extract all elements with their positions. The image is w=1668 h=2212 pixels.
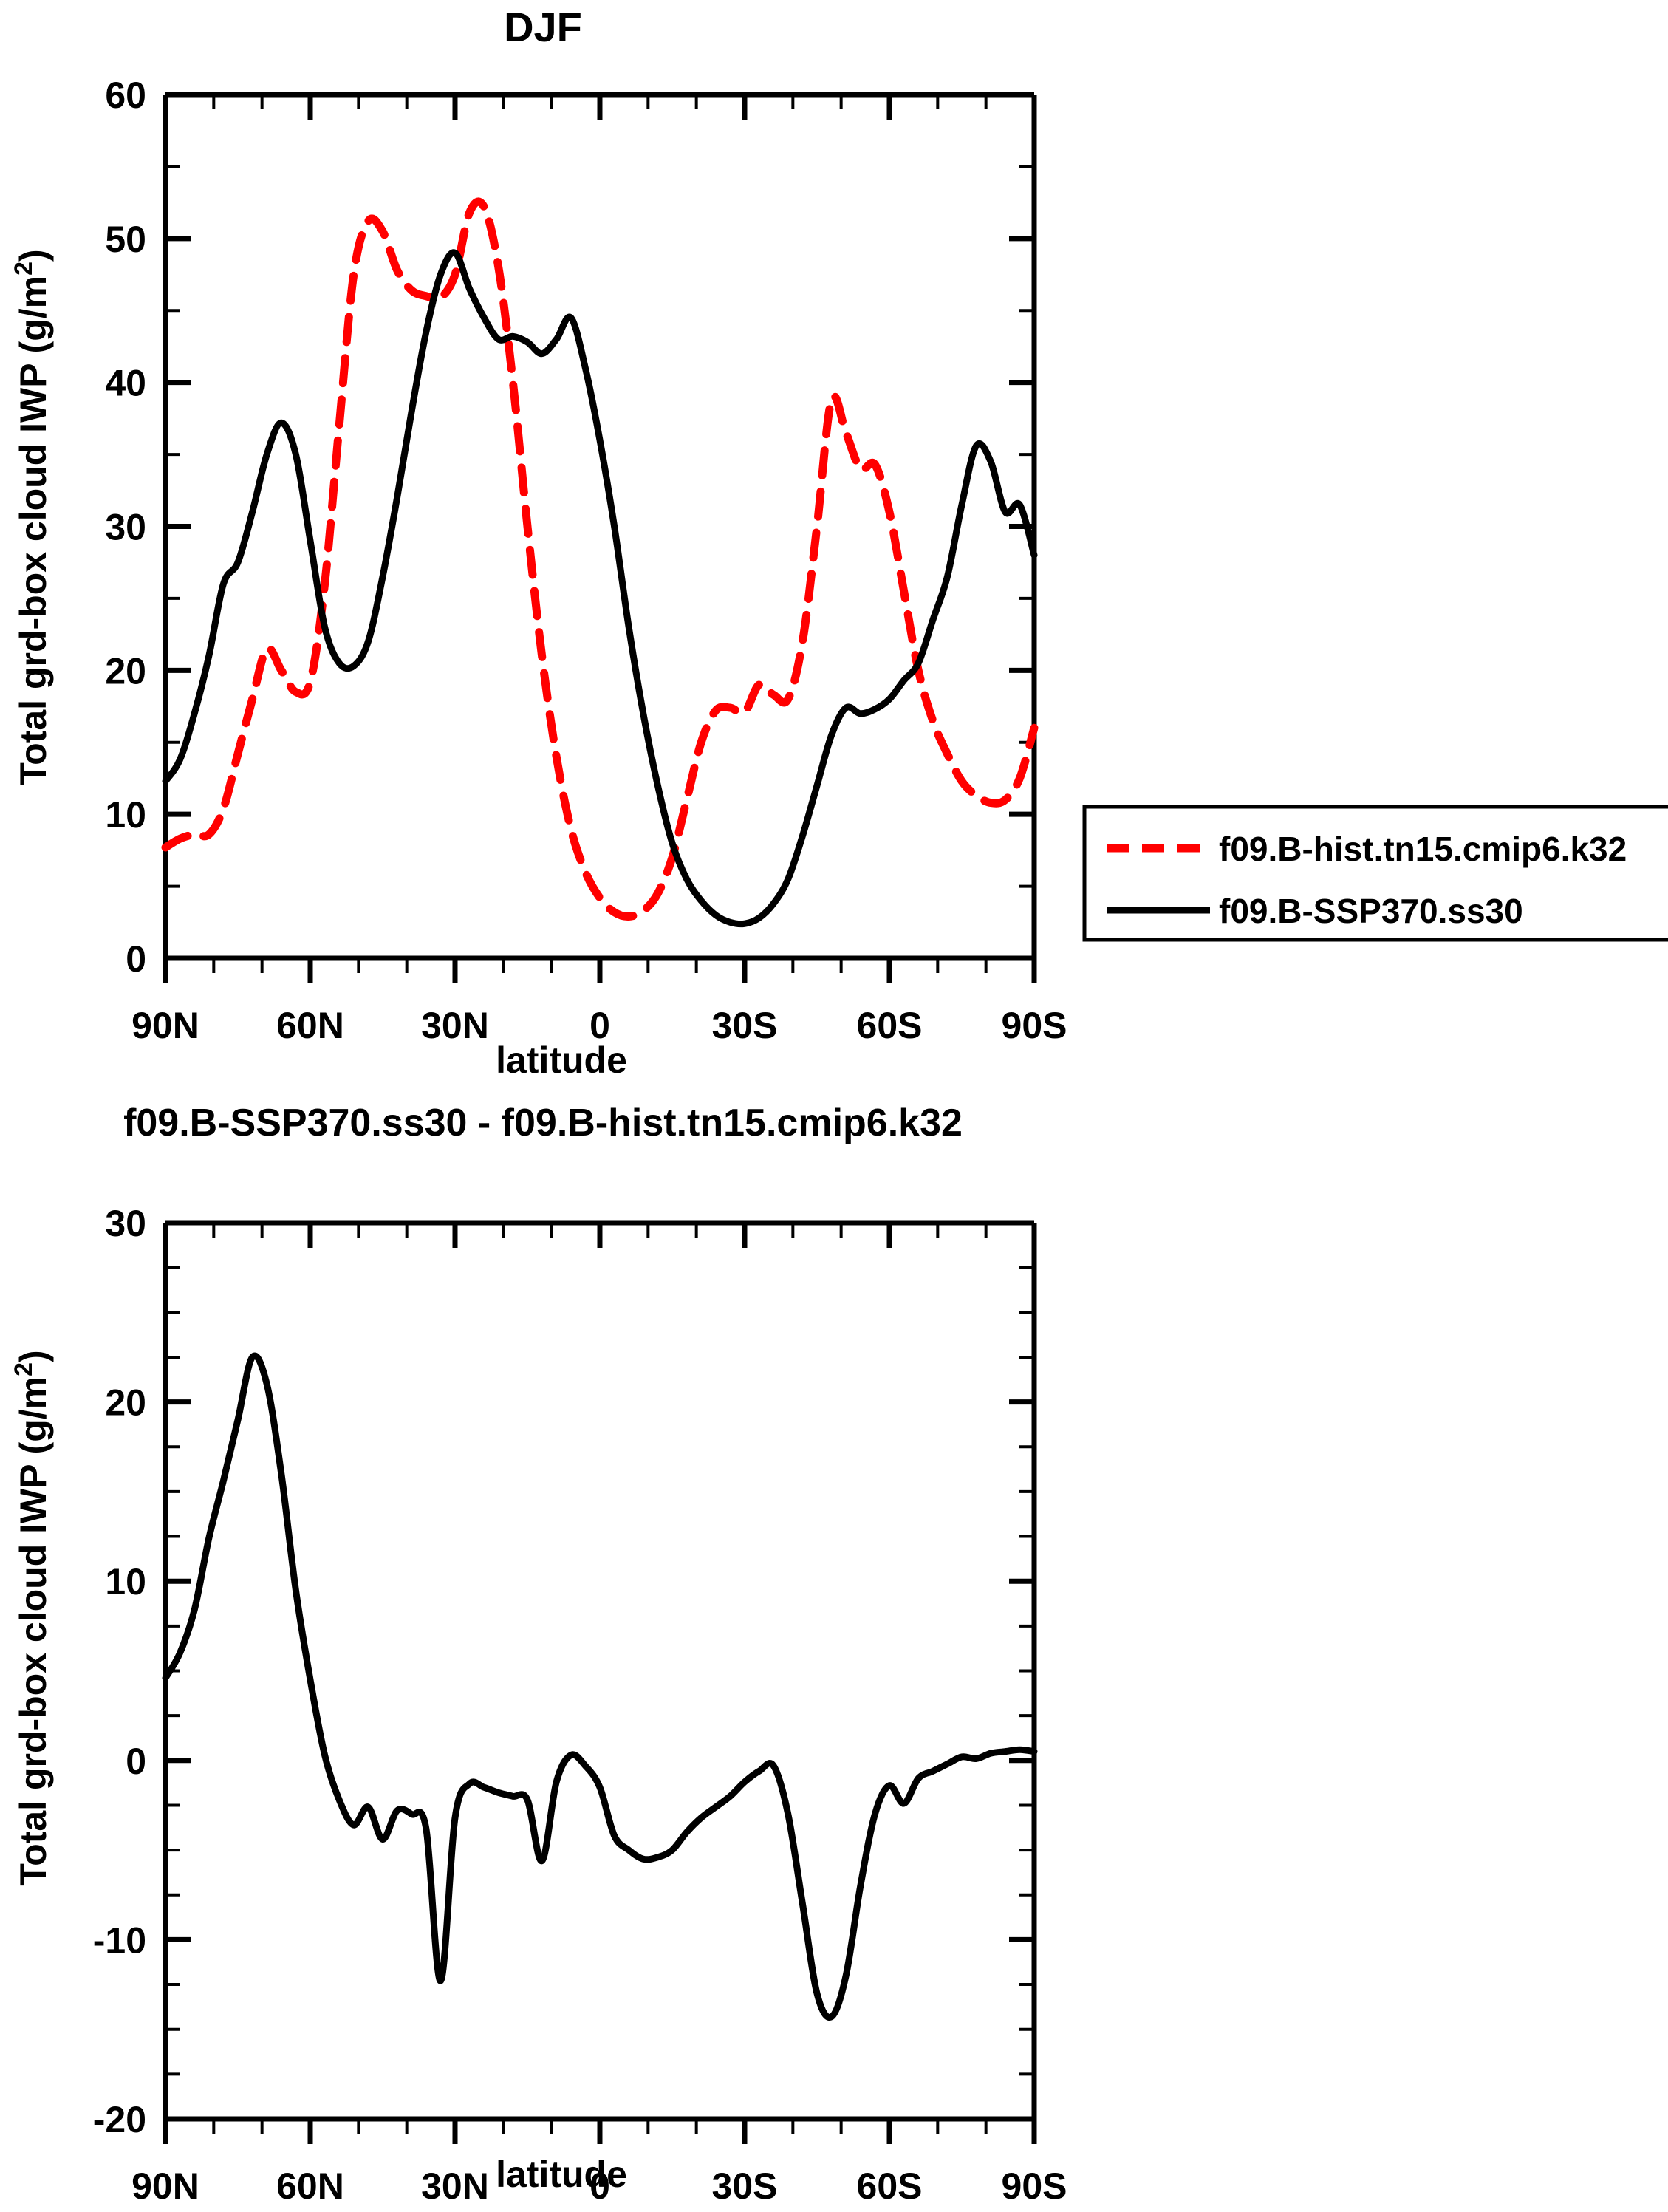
x-tick-label: 30S [712, 2165, 778, 2207]
top-axes [163, 92, 1037, 983]
legend-box [1082, 805, 1668, 942]
x-tick-label: 60S [857, 2165, 923, 2207]
panel-bottom-svg: -20 -10 0 10 20 30 90N 60N 30N 0 30S 60S 90S latitud… [10, 1203, 1067, 2207]
series-line [161, 197, 1039, 921]
legend: f09.B-hist.tn15.cmip6.k32 f09.B-SSP370.ss… [1082, 805, 1668, 942]
y-tick-label: 60 [105, 75, 146, 116]
y-tick-label: 20 [105, 650, 146, 692]
bottom-yaxis-title: Total grd-box cloud IWP (g/m2) [10, 1350, 54, 1885]
x-tick-label: 0 [589, 2165, 610, 2207]
y-tick-label: 50 [105, 219, 146, 260]
x-tick-label: 90N [131, 1005, 199, 1046]
y-tick-label: 0 [126, 1741, 146, 1782]
y-tick-label: 10 [105, 794, 146, 836]
panel-bottom-title: f09.B-SSP370.ss30 - f09.B-hist.tn15.cmip… [123, 1102, 963, 1144]
bottom-data-lines [162, 1352, 1038, 2021]
y-tick-label: 30 [105, 507, 146, 548]
bottom-tick-labels: -20 -10 0 10 20 30 90N 60N 30N 0 30S 60S 90S [93, 1203, 1067, 2207]
x-tick-label: 30S [712, 1005, 778, 1046]
bottom-xaxis-title: latitude [496, 2154, 627, 2195]
y-tick-label: -20 [93, 2099, 146, 2140]
legend-label: f09.B-hist.tn15.cmip6.k32 [1219, 830, 1627, 868]
svg-text:Total grd-box cloud IWP (g/m2): Total grd-box cloud IWP (g/m2) [10, 249, 54, 785]
x-tick-label: 60S [857, 1005, 923, 1046]
x-tick-label: 90S [1002, 2165, 1067, 2207]
y-tick-label: 0 [126, 938, 146, 980]
series-line [162, 1352, 1038, 2021]
x-tick-label: 30N [421, 2165, 489, 2207]
y-tick-label: 40 [105, 363, 146, 404]
x-tick-label: 90N [131, 2165, 199, 2207]
panel-top-svg: 0 10 20 30 40 50 60 90N 60N 30N 0 30S 60S 90S latitud… [10, 75, 1668, 1081]
top-yaxis-title: Total grd-box cloud IWP (g/m2) [10, 249, 54, 785]
panel-top: DJF 0 10 20 30 40 50 60 90N 60N 30N 0 30S 60S 90S lat… [0, 0, 1668, 1101]
top-tick-labels: 0 10 20 30 40 50 60 90N 60N 30N 0 30S 60S 90S [105, 75, 1067, 1046]
x-tick-label: 30N [421, 1005, 489, 1046]
top-xaxis-title: latitude [496, 1040, 627, 1081]
bottom-axes [163, 1220, 1037, 2144]
panel-top-title: DJF [504, 4, 582, 50]
panel-bottom: f09.B-SSP370.ss30 - f09.B-hist.tn15.cmip… [0, 1101, 1668, 2212]
legend-label: f09.B-SSP370.ss30 [1219, 892, 1523, 930]
x-tick-label: 60N [276, 1005, 344, 1046]
y-tick-label: 20 [105, 1382, 146, 1424]
y-tick-label: -10 [93, 1919, 146, 1961]
y-tick-label: 30 [105, 1203, 146, 1244]
x-tick-label: 60N [276, 2165, 344, 2207]
y-tick-label: 10 [105, 1561, 146, 1602]
x-tick-label: 90S [1002, 1005, 1067, 1046]
top-data-lines [161, 197, 1039, 928]
svg-text:Total grd-box cloud IWP (g/m2): Total grd-box cloud IWP (g/m2) [10, 1350, 54, 1885]
series-line [162, 249, 1038, 928]
x-tick-label: 0 [589, 1005, 610, 1046]
